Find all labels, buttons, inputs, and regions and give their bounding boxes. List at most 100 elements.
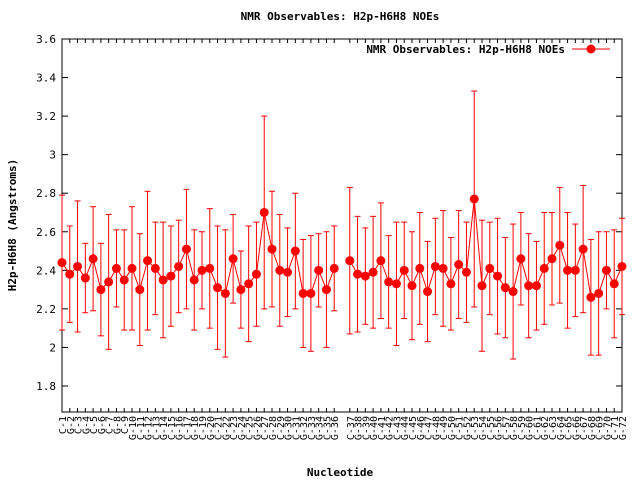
- data-point: [500, 283, 510, 293]
- x-tick-label: G-44: [400, 416, 411, 440]
- x-tick-label: G-28: [268, 416, 279, 440]
- data-point: [601, 265, 611, 275]
- x-tick-label: G-8: [112, 416, 123, 434]
- data-point: [353, 269, 363, 279]
- x-tick-label: G-40: [369, 416, 380, 440]
- y-tick-label: 1.8: [36, 380, 56, 393]
- data-point: [524, 281, 534, 291]
- x-tick-label: G-26: [252, 416, 263, 440]
- x-tick-label: C-15: [167, 416, 178, 440]
- data-point: [111, 263, 121, 273]
- data-point: [368, 267, 378, 277]
- y-axis-label: H2p-H6H8 (Angstroms): [6, 159, 19, 291]
- y-tick-label: 2.4: [36, 264, 56, 277]
- data-point: [181, 244, 191, 254]
- data-point: [283, 267, 293, 277]
- data-point: [555, 240, 565, 250]
- x-tick-label: G-56: [494, 416, 505, 440]
- x-tick-label: G-12: [144, 416, 155, 440]
- x-tick-label: G-42: [385, 416, 396, 440]
- data-point: [438, 263, 448, 273]
- data-point: [119, 275, 129, 285]
- x-tick-label: C-19: [198, 416, 209, 440]
- y-tick-label: 3.6: [36, 33, 56, 46]
- legend-label: NMR Observables: H2p-H6H8 NOEs: [366, 43, 565, 56]
- x-tick-label: G-18: [190, 416, 201, 440]
- data-point: [345, 256, 355, 266]
- x-tick-label: G-34: [315, 416, 326, 440]
- data-point: [570, 265, 580, 275]
- data-point: [360, 271, 370, 281]
- x-tick-label: C-59: [517, 416, 528, 440]
- data-point: [516, 254, 526, 264]
- data-point: [329, 263, 339, 273]
- data-point: [407, 281, 417, 291]
- x-tick-label: C-7: [105, 416, 116, 434]
- data-point: [251, 269, 261, 279]
- x-tick-label: G-22: [221, 416, 232, 440]
- data-point: [143, 256, 153, 266]
- plot-frame: [61, 38, 623, 413]
- x-tick-label: C-49: [439, 416, 450, 440]
- data-point: [244, 279, 254, 289]
- x-tick-label: G-30: [284, 416, 295, 440]
- data-point: [594, 288, 604, 298]
- x-tick-label: C-55: [486, 416, 497, 440]
- x-tick-label: G-2: [66, 416, 77, 434]
- data-point: [586, 292, 596, 302]
- x-tick-label: C-17: [182, 416, 193, 440]
- data-point: [205, 263, 215, 273]
- x-tick-label: C-5: [89, 416, 100, 434]
- data-point: [376, 256, 386, 266]
- x-tick-label: C-63: [548, 416, 559, 440]
- x-tick-label: C-45: [408, 416, 419, 440]
- x-tick-label: C-65: [564, 416, 575, 440]
- data-point: [617, 261, 627, 271]
- data-point: [399, 265, 409, 275]
- data-point: [166, 271, 176, 281]
- x-tick-label: C-61: [532, 416, 543, 440]
- x-tick-label: G-4: [81, 416, 92, 434]
- x-tick-label: G-24: [237, 416, 248, 440]
- data-point: [73, 261, 83, 271]
- x-tick-label: C-13: [151, 416, 162, 440]
- data-point: [104, 277, 114, 287]
- x-tick-label: G-50: [447, 416, 458, 440]
- x-tick-label: G-20: [206, 416, 217, 440]
- data-point: [213, 283, 223, 293]
- x-tick-label: C-69: [595, 416, 606, 440]
- x-tick-label: G-68: [587, 416, 598, 440]
- data-point: [150, 263, 160, 273]
- data-point: [96, 285, 106, 295]
- x-tick-label: C-31: [291, 416, 302, 440]
- data-point: [539, 263, 549, 273]
- data-point: [423, 287, 433, 297]
- x-tick-label: G-6: [97, 416, 108, 434]
- x-tick-label: G-70: [602, 416, 613, 440]
- x-tick-label: C-51: [455, 416, 466, 440]
- data-point: [430, 261, 440, 271]
- x-tick-label: C-25: [245, 416, 256, 440]
- x-tick-label: G-48: [431, 416, 442, 440]
- data-point: [314, 265, 324, 275]
- data-point: [578, 244, 588, 254]
- x-tick-label: C-23: [229, 416, 240, 440]
- y-tick-label: 3.4: [36, 72, 56, 85]
- data-point: [461, 267, 471, 277]
- data-point: [306, 288, 316, 298]
- legend-swatch: [586, 44, 596, 54]
- data-point: [275, 265, 285, 275]
- data-point: [220, 288, 230, 298]
- data-point: [446, 279, 456, 289]
- x-tick-label: G-14: [159, 416, 170, 440]
- data-point: [80, 273, 90, 283]
- y-tick-label: 2.6: [36, 226, 56, 239]
- data-point: [609, 279, 619, 289]
- x-tick-label: C-57: [501, 416, 512, 440]
- x-tick-label: G-46: [416, 416, 427, 440]
- x-tick-label: C-11: [136, 416, 147, 440]
- data-point: [454, 260, 464, 270]
- x-tick-label: C-3: [74, 416, 85, 434]
- x-axis-label: Nucleotide: [307, 466, 374, 479]
